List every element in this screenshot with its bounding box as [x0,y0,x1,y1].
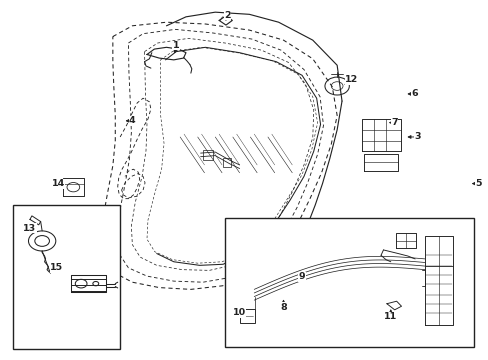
Text: 10: 10 [232,308,245,317]
Text: 3: 3 [413,132,420,141]
Text: 1: 1 [173,41,179,50]
Text: 9: 9 [298,272,305,281]
Text: 8: 8 [280,303,286,312]
Bar [13,205,120,348]
Text: 13: 13 [23,224,37,233]
Text: 12: 12 [345,75,358,84]
Text: 15: 15 [50,264,63,273]
Text: 2: 2 [224,10,230,19]
Bar [239,309,255,323]
Text: 7: 7 [390,118,397,127]
Bar [203,150,212,160]
Text: 11: 11 [384,312,397,321]
Text: 6: 6 [411,89,418,98]
Text: 5: 5 [474,179,481,188]
Text: 4: 4 [129,116,135,125]
Bar [224,218,473,347]
Text: 14: 14 [52,179,65,188]
Bar [222,158,231,167]
